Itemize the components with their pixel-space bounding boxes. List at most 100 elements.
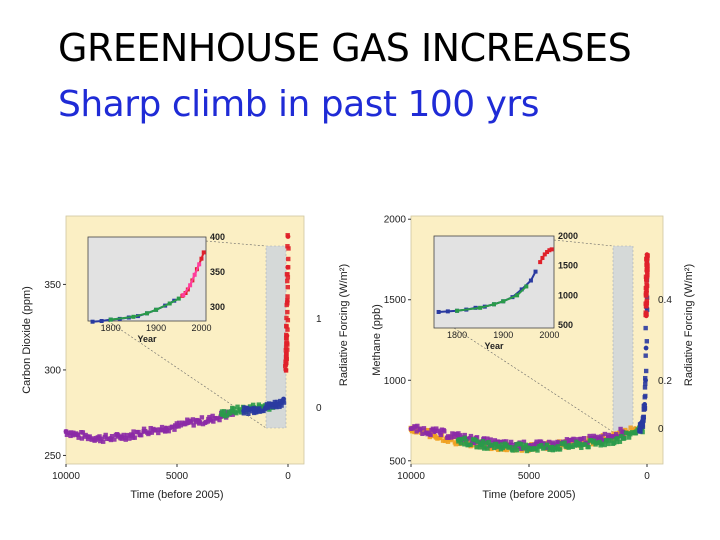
methane-point <box>617 439 623 444</box>
methane-point <box>482 445 487 450</box>
methane-point <box>438 432 444 438</box>
co2-marker <box>281 396 286 402</box>
co2-inset-point <box>131 314 136 319</box>
methane-y2-tick-label: 0.4 <box>658 295 672 306</box>
methane-point <box>625 431 631 436</box>
co2-point <box>274 404 279 410</box>
co2-marker <box>274 401 280 407</box>
methane-point <box>557 447 563 452</box>
methane-inset-point <box>547 248 552 253</box>
co2-point <box>239 410 244 415</box>
methane-point <box>475 439 480 444</box>
methane-marker <box>597 440 603 446</box>
methane-point <box>579 436 584 442</box>
co2-point <box>285 278 290 284</box>
co2-point <box>199 415 205 420</box>
co2-point <box>139 432 144 438</box>
co2-inset-point <box>199 256 204 261</box>
methane-inset-plot-area <box>433 235 555 329</box>
methane-marker <box>503 443 508 449</box>
methane-point <box>606 438 612 443</box>
co2-x-axis-label: Time (before 2005) <box>130 489 223 501</box>
methane-point <box>579 445 584 451</box>
methane-point <box>555 444 560 449</box>
methane-point <box>615 436 620 441</box>
co2-series-3 <box>283 233 291 373</box>
methane-marker <box>479 442 485 448</box>
methane-y2-tick-label: 0 <box>658 424 664 435</box>
methane-point <box>481 436 487 441</box>
methane-point <box>643 325 648 331</box>
co2-point <box>183 421 188 427</box>
methane-marker <box>573 443 579 448</box>
methane-point <box>566 445 571 450</box>
co2-point <box>254 410 259 415</box>
co2-marker <box>270 401 275 407</box>
co2-point <box>207 414 212 420</box>
methane-point <box>496 443 502 449</box>
co2-marker <box>174 423 180 429</box>
methane-inset-point <box>549 247 554 252</box>
co2-point <box>103 432 108 438</box>
methane-point <box>645 255 650 260</box>
co2-series-0 <box>63 409 235 444</box>
methane-point <box>437 430 443 435</box>
slide-subtitle: Sharp climb in past 100 yrs <box>58 84 540 125</box>
co2-point <box>217 417 222 423</box>
co2-point <box>166 428 171 434</box>
co2-point <box>174 421 180 426</box>
methane-inset-y-tick-label: 1500 <box>558 261 578 271</box>
co2-marker <box>285 234 291 239</box>
co2-point <box>76 435 81 440</box>
methane-inset-x-tick-label: 1900 <box>493 330 513 340</box>
methane-x-tick-label: 5000 <box>518 471 541 482</box>
co2-marker <box>130 432 136 438</box>
methane-point <box>643 381 648 386</box>
methane-point <box>468 433 474 439</box>
methane-marker <box>621 435 626 441</box>
co2-y-axis-label: Carbon Dioxide (ppm) <box>21 286 33 394</box>
methane-point <box>518 441 524 447</box>
methane-point <box>489 443 495 448</box>
methane-point <box>534 439 539 444</box>
co2-point <box>190 417 196 422</box>
co2-marker <box>263 405 269 410</box>
methane-point <box>609 438 614 443</box>
co2-marker <box>85 434 91 440</box>
co2-inset-x-axis-label: Year <box>137 334 157 344</box>
co2-point <box>285 294 290 299</box>
co2-y-tick-label: 350 <box>44 280 61 291</box>
co2-point <box>285 275 291 280</box>
co2-recent-band <box>265 245 287 429</box>
methane-point <box>566 440 571 445</box>
methane-point <box>418 426 423 431</box>
methane-point <box>538 442 544 448</box>
co2-y2-tick-label: 1 <box>316 314 322 325</box>
co2-inset-point <box>201 250 206 255</box>
methane-connector-top <box>553 239 614 247</box>
methane-point <box>587 433 592 439</box>
methane-point <box>514 447 520 453</box>
co2-marker <box>230 408 235 414</box>
methane-point <box>644 339 650 344</box>
methane-point <box>462 432 467 438</box>
methane-point <box>644 277 649 282</box>
co2-marker <box>152 427 158 433</box>
co2-point <box>285 347 290 352</box>
co2-inset: 1800 1900 2000 Year 300 350 400 <box>87 232 225 344</box>
co2-marker <box>196 418 202 424</box>
co2-inset-point <box>145 311 149 316</box>
methane-marker <box>641 416 646 422</box>
co2-inset-y-tick-label: 350 <box>210 267 225 277</box>
methane-point <box>547 439 552 445</box>
methane-point <box>504 447 509 453</box>
co2-point <box>136 429 141 435</box>
methane-inset-point <box>519 287 524 292</box>
methane-point <box>477 445 483 450</box>
methane-point <box>644 283 649 288</box>
co2-inset-point <box>167 301 172 306</box>
methane-point <box>643 303 649 309</box>
methane-point <box>642 385 648 390</box>
methane-marker <box>644 268 650 274</box>
